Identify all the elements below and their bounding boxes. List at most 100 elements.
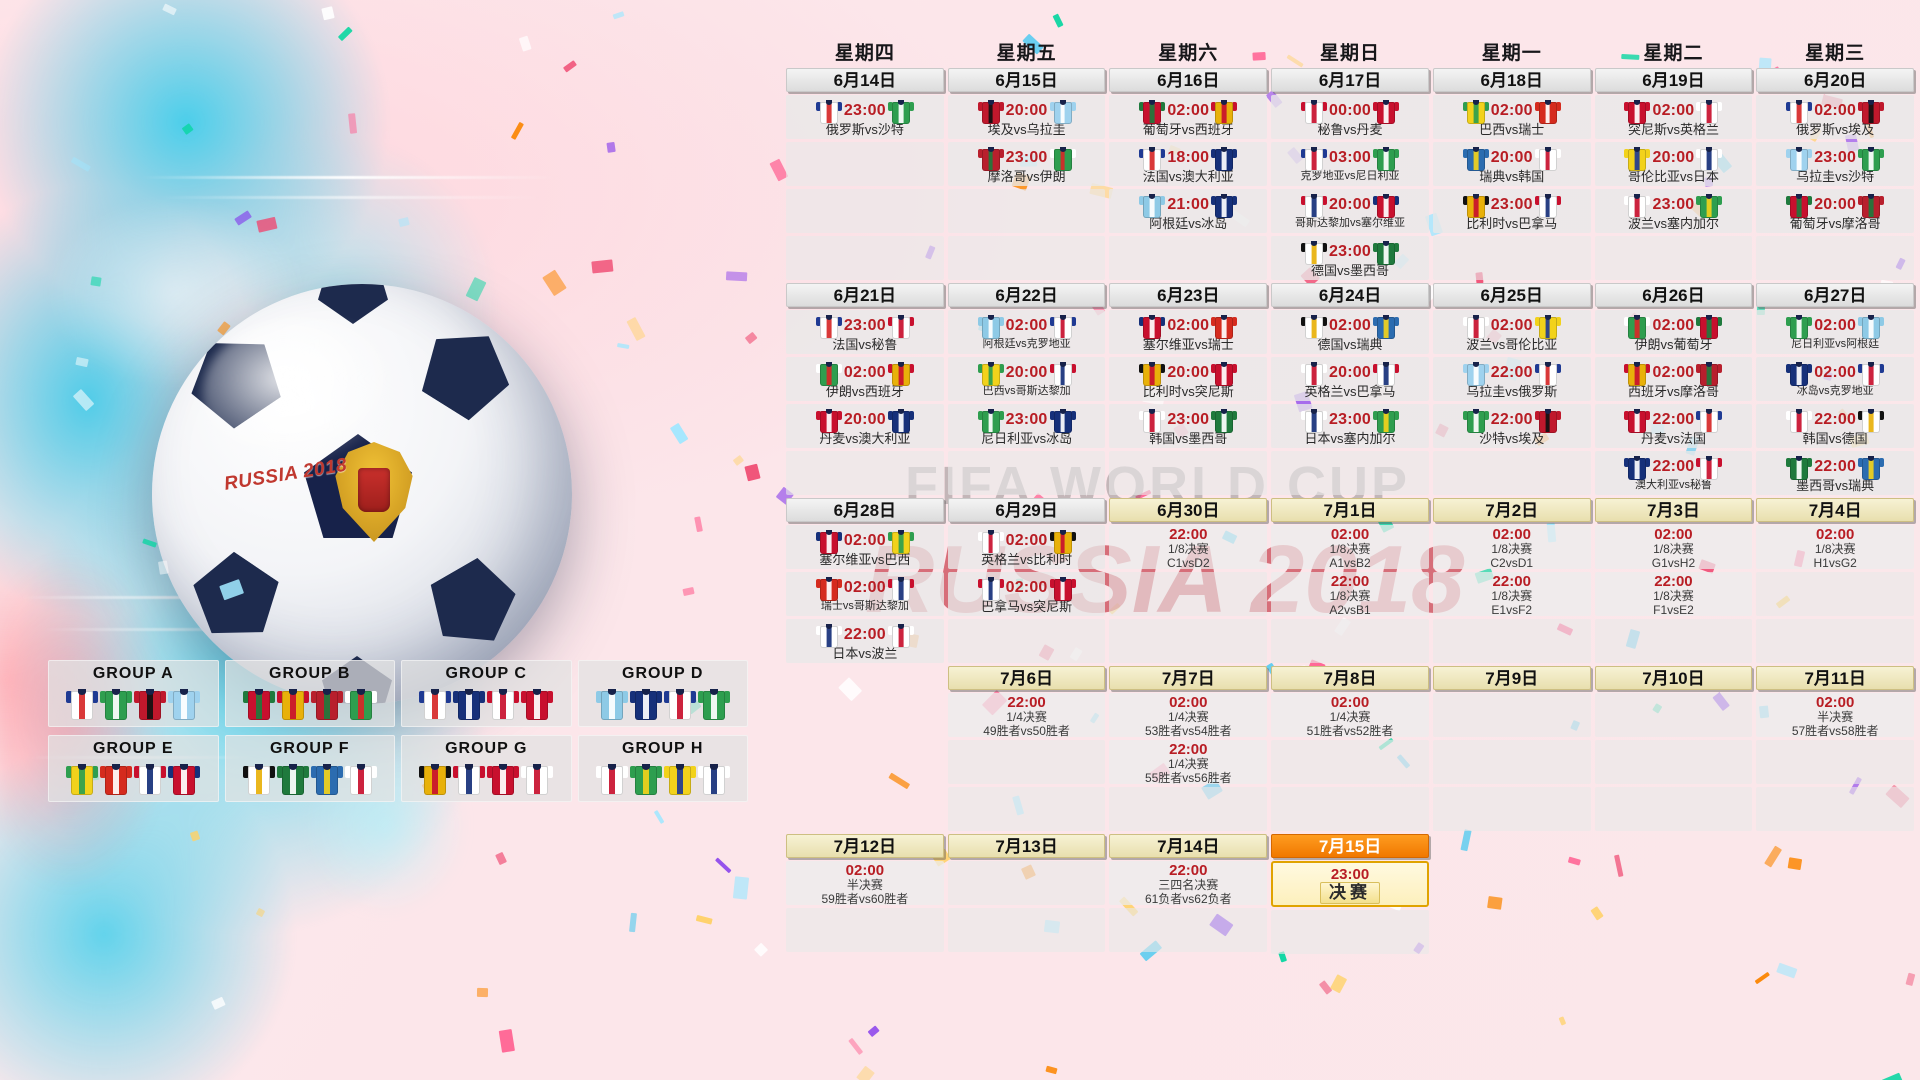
group-box-c[interactable]: GROUP C (401, 660, 572, 727)
match-cell[interactable]: 20:00 哥伦比亚vs日本 (1594, 142, 1753, 186)
match-cell[interactable]: 23:00 俄罗斯vs沙特 (786, 95, 944, 139)
match-cell[interactable]: 02:00 塞尔维亚vs瑞士 (1109, 310, 1268, 354)
knockout-match-cell[interactable]: 22:00 1/8决赛 F1vsE2 (1594, 572, 1753, 617)
date-header[interactable]: 6月18日 (1432, 68, 1591, 92)
knockout-match-cell[interactable]: 02:00 1/8决赛 H1vsG2 (1756, 525, 1915, 570)
date-header[interactable]: 7月15日 (1271, 834, 1429, 858)
match-cell[interactable]: 18:00 法国vs澳大利亚 (1109, 142, 1268, 186)
date-header[interactable]: 6月23日 (1109, 283, 1268, 307)
date-header[interactable]: 6月27日 (1756, 283, 1915, 307)
date-header[interactable]: 7月1日 (1271, 498, 1429, 522)
match-cell[interactable]: 23:00 韩国vs墨西哥 (1109, 404, 1268, 448)
match-cell[interactable]: 02:00 波兰vs哥伦比亚 (1432, 310, 1591, 354)
knockout-match-cell[interactable]: 22:00 1/8决赛 A2vsB1 (1271, 572, 1429, 617)
match-cell[interactable]: 20:00 比利时vs突尼斯 (1109, 357, 1268, 401)
knockout-match-cell[interactable]: 02:00 半决赛 57胜者vs58胜者 (1756, 693, 1915, 738)
group-box-h[interactable]: GROUP H (577, 735, 748, 802)
date-header[interactable]: 7月11日 (1756, 666, 1915, 690)
match-cell[interactable]: 22:00 沙特vs埃及 (1432, 404, 1591, 448)
date-header[interactable]: 7月6日 (947, 666, 1106, 690)
match-cell[interactable]: 20:00 英格兰vs巴拿马 (1271, 357, 1429, 401)
date-header[interactable]: 6月15日 (947, 68, 1106, 92)
date-header[interactable]: 7月8日 (1271, 666, 1429, 690)
date-header[interactable]: 6月29日 (947, 498, 1106, 522)
match-cell[interactable]: 22:00 日本vs波兰 (786, 619, 944, 663)
match-cell[interactable]: 02:00 伊朗vs葡萄牙 (1594, 310, 1753, 354)
date-header[interactable]: 7月13日 (947, 834, 1106, 858)
match-cell[interactable]: 23:00 日本vs塞内加尔 (1271, 404, 1429, 448)
knockout-match-cell[interactable]: 02:00 1/4决赛 51胜者vs52胜者 (1271, 693, 1429, 738)
knockout-match-cell[interactable]: 22:00 1/8决赛 E1vsF2 (1432, 572, 1591, 617)
date-header[interactable]: 6月30日 (1109, 498, 1268, 522)
knockout-match-cell[interactable]: 02:00 半决赛 59胜者vs60胜者 (786, 861, 944, 906)
match-cell[interactable]: 03:00 克罗地亚vs尼日利亚 (1271, 142, 1429, 186)
match-cell[interactable]: 20:00 哥斯达黎加vs塞尔维亚 (1271, 189, 1429, 233)
match-cell[interactable]: 22:00 乌拉圭vs俄罗斯 (1432, 357, 1591, 401)
date-header[interactable]: 7月9日 (1432, 666, 1591, 690)
match-cell[interactable]: 02:00 伊朗vs西班牙 (786, 357, 944, 401)
date-header[interactable]: 6月24日 (1271, 283, 1429, 307)
date-header[interactable]: 6月17日 (1271, 68, 1429, 92)
date-header[interactable]: 7月7日 (1109, 666, 1268, 690)
group-box-g[interactable]: GROUP G (401, 735, 572, 802)
match-cell[interactable]: 20:00 丹麦vs澳大利亚 (786, 404, 944, 448)
match-cell[interactable]: 23:00 波兰vs塞内加尔 (1594, 189, 1753, 233)
match-cell[interactable]: 20:00 埃及vs乌拉圭 (947, 95, 1106, 139)
date-header[interactable]: 6月20日 (1756, 68, 1915, 92)
match-cell[interactable]: 23:00 尼日利亚vs冰岛 (947, 404, 1106, 448)
match-cell[interactable]: 02:00 塞尔维亚vs巴西 (786, 525, 944, 569)
final-match-cell[interactable]: 23:00 决赛 (1271, 861, 1429, 907)
group-box-a[interactable]: GROUP A (48, 660, 219, 727)
match-cell[interactable]: 02:00 德国vs瑞典 (1271, 310, 1429, 354)
knockout-match-cell[interactable]: 22:00 1/4决赛 49胜者vs50胜者 (947, 693, 1106, 738)
match-cell[interactable]: 02:00 阿根廷vs克罗地亚 (947, 310, 1106, 354)
date-header[interactable]: 6月19日 (1594, 68, 1753, 92)
match-cell[interactable]: 02:00 葡萄牙vs西班牙 (1109, 95, 1268, 139)
match-cell[interactable]: 23:00 比利时vs巴拿马 (1432, 189, 1591, 233)
knockout-match-cell[interactable]: 22:00 1/4决赛 55胜者vs56胜者 (1109, 740, 1268, 785)
group-box-e[interactable]: GROUP E (48, 735, 219, 802)
date-header[interactable]: 7月12日 (786, 834, 944, 858)
date-header[interactable]: 7月3日 (1594, 498, 1753, 522)
match-cell[interactable]: 22:00 墨西哥vs瑞典 (1756, 451, 1915, 495)
match-cell[interactable]: 02:00 尼日利亚vs阿根廷 (1756, 310, 1915, 354)
match-cell[interactable]: 23:00 法国vs秘鲁 (786, 310, 944, 354)
date-header[interactable]: 7月14日 (1109, 834, 1268, 858)
date-header[interactable]: 6月16日 (1109, 68, 1268, 92)
group-box-b[interactable]: GROUP B (224, 660, 395, 727)
knockout-match-cell[interactable]: 02:00 1/8决赛 C2vsD1 (1432, 525, 1591, 570)
knockout-match-cell[interactable]: 02:00 1/8决赛 A1vsB2 (1271, 525, 1429, 570)
date-header[interactable]: 7月4日 (1756, 498, 1915, 522)
group-box-d[interactable]: GROUP D (577, 660, 748, 727)
date-header[interactable]: 7月2日 (1432, 498, 1591, 522)
match-cell[interactable]: 22:00 丹麦vs法国 (1594, 404, 1753, 448)
match-cell[interactable]: 00:00 秘鲁vs丹麦 (1271, 95, 1429, 139)
date-header[interactable]: 6月25日 (1432, 283, 1591, 307)
match-cell[interactable]: 20:00 葡萄牙vs摩洛哥 (1756, 189, 1915, 233)
match-cell[interactable]: 02:00 西班牙vs摩洛哥 (1594, 357, 1753, 401)
date-header[interactable]: 6月21日 (786, 283, 944, 307)
knockout-match-cell[interactable]: 02:00 1/8决赛 G1vsH2 (1594, 525, 1753, 570)
match-cell[interactable]: 02:00 突尼斯vs英格兰 (1594, 95, 1753, 139)
match-cell[interactable]: 02:00 英格兰vs比利时 (947, 525, 1106, 569)
match-cell[interactable]: 02:00 冰岛vs克罗地亚 (1756, 357, 1915, 401)
match-cell[interactable]: 02:00 瑞士vs哥斯达黎加 (786, 572, 944, 616)
match-cell[interactable]: 23:00 乌拉圭vs沙特 (1756, 142, 1915, 186)
match-cell[interactable]: 02:00 巴西vs瑞士 (1432, 95, 1591, 139)
date-header[interactable]: 6月14日 (786, 68, 944, 92)
date-header[interactable]: 6月26日 (1594, 283, 1753, 307)
knockout-match-cell[interactable]: 22:00 三四名决赛 61负者vs62负者 (1109, 861, 1268, 906)
match-cell[interactable]: 20:00 巴西vs哥斯达黎加 (947, 357, 1106, 401)
match-cell[interactable]: 02:00 巴拿马vs突尼斯 (947, 572, 1106, 616)
match-cell[interactable]: 22:00 韩国vs德国 (1756, 404, 1915, 448)
match-cell[interactable]: 22:00 澳大利亚vs秘鲁 (1594, 451, 1753, 495)
date-header[interactable]: 7月10日 (1594, 666, 1753, 690)
match-cell[interactable]: 23:00 德国vs墨西哥 (1271, 236, 1429, 280)
knockout-match-cell[interactable]: 02:00 1/4决赛 53胜者vs54胜者 (1109, 693, 1268, 738)
knockout-match-cell[interactable]: 22:00 1/8决赛 C1vsD2 (1109, 525, 1268, 570)
date-header[interactable]: 6月28日 (786, 498, 944, 522)
match-cell[interactable]: 21:00 阿根廷vs冰岛 (1109, 189, 1268, 233)
match-cell[interactable]: 23:00 摩洛哥vs伊朗 (947, 142, 1106, 186)
match-cell[interactable]: 02:00 俄罗斯vs埃及 (1756, 95, 1915, 139)
date-header[interactable]: 6月22日 (947, 283, 1106, 307)
